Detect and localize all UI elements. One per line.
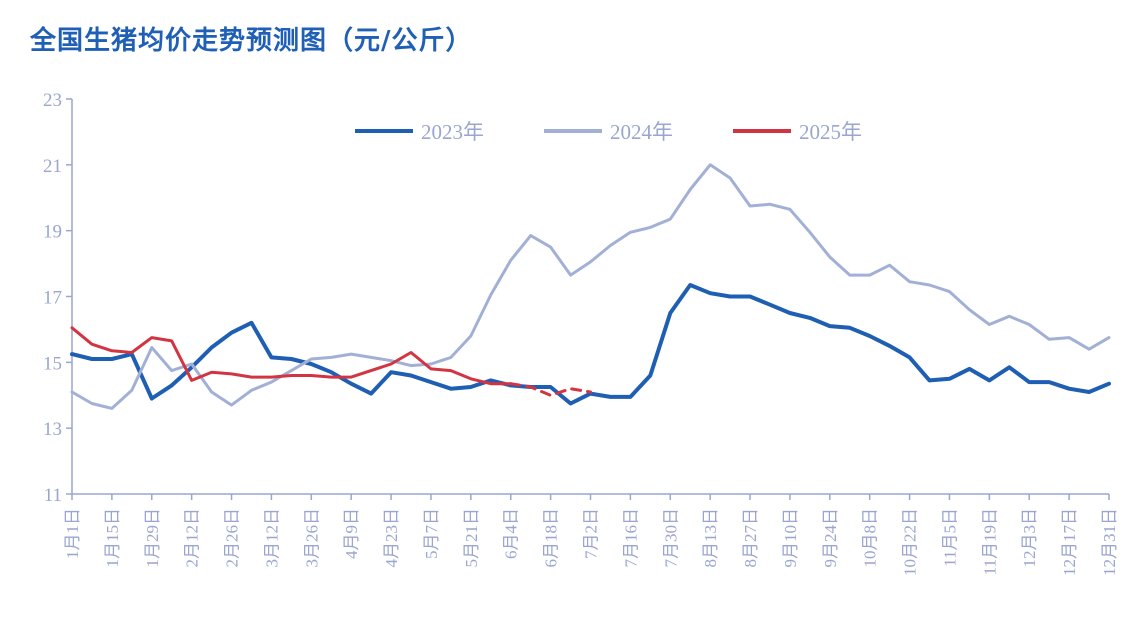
x-tick-label: 3月26日 bbox=[302, 508, 321, 568]
x-tick-label: 2月12日 bbox=[183, 508, 202, 568]
x-tick-label: 7月30日 bbox=[661, 508, 680, 568]
series-lines bbox=[70, 163, 1111, 410]
series-line-0 bbox=[70, 283, 1111, 406]
x-tick-label: 1月1日 bbox=[63, 508, 82, 559]
x-tick-label: 1月15日 bbox=[103, 508, 122, 568]
y-tick-label: 19 bbox=[43, 222, 62, 243]
series-line-2 bbox=[70, 326, 513, 386]
y-tick-label: 17 bbox=[43, 288, 62, 309]
x-tick-label: 2月26日 bbox=[223, 508, 242, 568]
y-tick-label: 11 bbox=[44, 485, 62, 506]
x-tick-label: 9月24日 bbox=[821, 508, 840, 568]
x-tick-label: 6月18日 bbox=[542, 508, 561, 568]
x-tick-label: 1月29日 bbox=[143, 508, 162, 568]
x-tick-label: 5月7日 bbox=[422, 508, 441, 559]
y-tick-label: 21 bbox=[43, 156, 62, 177]
y-tick-label: 15 bbox=[43, 353, 62, 374]
series-line-3 bbox=[509, 382, 592, 397]
x-tick-label: 6月4日 bbox=[502, 508, 521, 559]
chart-title: 全国生猪均价走势预测图（元/公斤） bbox=[30, 26, 473, 56]
x-tick-label: 12月3日 bbox=[1020, 508, 1039, 568]
x-tick-label: 11月19日 bbox=[980, 508, 999, 575]
x-tick-label: 7月2日 bbox=[582, 508, 601, 559]
x-tick-label: 9月10日 bbox=[781, 508, 800, 568]
x-tick-label: 3月12日 bbox=[262, 508, 281, 568]
legend: 2023年 2024年 2025年 bbox=[355, 120, 862, 144]
y-tick-label: 13 bbox=[43, 419, 62, 440]
x-tick-label: 12月31日 bbox=[1100, 508, 1119, 576]
series-line-1 bbox=[70, 163, 1111, 410]
legend-label: 2023年 bbox=[421, 120, 484, 144]
x-tick-label: 12月17日 bbox=[1060, 508, 1079, 576]
x-tick-label: 11月5日 bbox=[940, 508, 959, 567]
x-tick-label: 4月9日 bbox=[342, 508, 361, 559]
x-tick-label: 8月13日 bbox=[701, 508, 720, 568]
x-tick-label: 5月21日 bbox=[462, 508, 481, 568]
x-tick-label: 7月16日 bbox=[621, 508, 640, 568]
x-tick-label: 10月22日 bbox=[901, 508, 920, 576]
y-tick-label: 23 bbox=[43, 90, 62, 111]
axes: 11 13 15 17 19 21 23 1月1日 1月15日 1月29日 2月12日 2月26日 3月… bbox=[43, 90, 1119, 576]
x-tick-label: 8月27日 bbox=[741, 508, 760, 568]
x-tick-label: 4月23日 bbox=[382, 508, 401, 568]
legend-label: 2025年 bbox=[799, 120, 862, 144]
legend-label: 2024年 bbox=[610, 120, 673, 144]
x-tick-label: 10月8日 bbox=[861, 508, 880, 568]
